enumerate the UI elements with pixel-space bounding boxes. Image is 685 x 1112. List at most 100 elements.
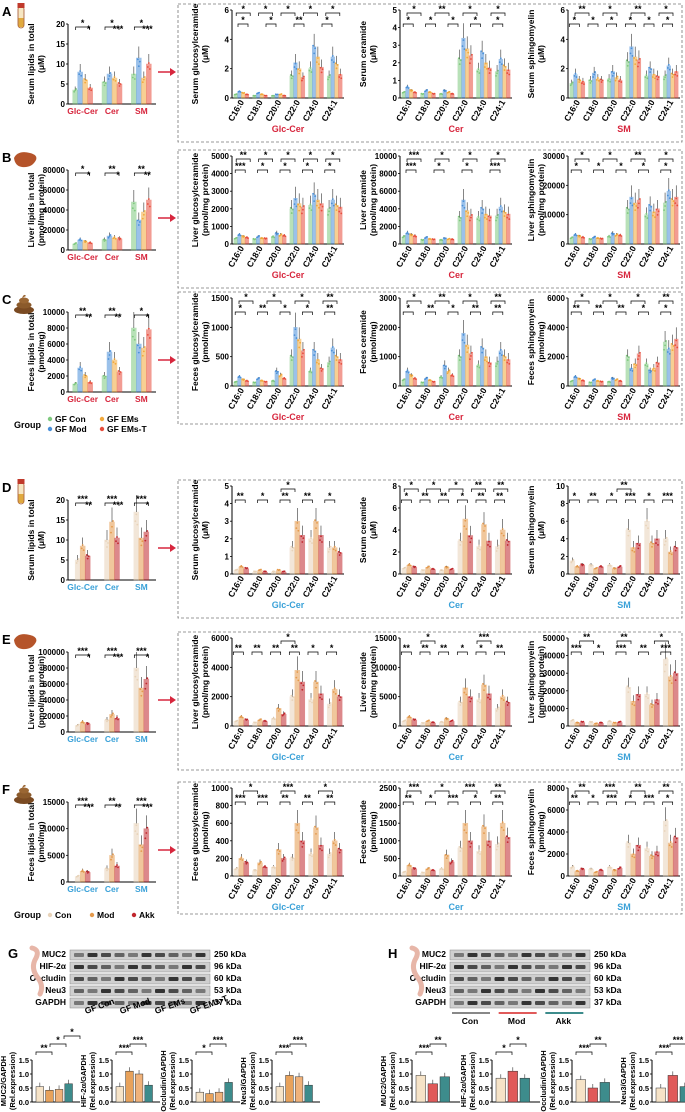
data-point — [451, 567, 454, 570]
bar — [289, 858, 296, 877]
data-point — [261, 237, 264, 240]
y-axis-label: Feces ceramide(pmol/mg) — [358, 800, 378, 864]
data-point — [637, 849, 640, 852]
sig-bracket — [456, 651, 468, 655]
sig-mark: ** — [438, 4, 446, 14]
sig-bracket — [289, 1043, 307, 1047]
data-point — [644, 215, 647, 218]
data-point — [426, 235, 429, 238]
data-point — [637, 547, 640, 550]
sig-bracket — [251, 651, 263, 655]
bar — [430, 569, 436, 575]
data-point — [497, 842, 500, 845]
data-point — [336, 356, 339, 359]
y-tick-label: 0.0 — [399, 1098, 409, 1107]
x-tick-label: C22:0 — [450, 726, 470, 751]
data-point — [612, 72, 615, 75]
sig-bracket — [658, 790, 674, 794]
data-point — [147, 62, 150, 64]
data-point — [594, 235, 597, 238]
bar — [87, 382, 93, 393]
bar — [133, 667, 140, 733]
label-line: (pmol/mg protein) — [368, 646, 378, 718]
y-tick-label: 4 — [393, 526, 398, 535]
legend-label: Mod — [97, 910, 114, 920]
bar — [79, 871, 86, 883]
data-point — [497, 69, 499, 72]
sig-mark: *** — [673, 1035, 684, 1045]
label-line: Serum lipids in total — [26, 23, 36, 104]
data-point — [452, 375, 455, 378]
sub-panel-box — [177, 479, 683, 619]
data-point — [433, 92, 436, 95]
sig-mark: * — [283, 161, 287, 171]
data-point — [480, 206, 483, 209]
bar — [507, 1070, 518, 1103]
bar — [462, 687, 469, 727]
data-point — [111, 714, 113, 717]
protein-label: HIF-2α — [40, 961, 67, 971]
bar — [338, 206, 343, 245]
data-point — [639, 57, 641, 60]
data-point — [78, 368, 81, 371]
data-point — [114, 80, 117, 82]
data-point — [459, 217, 462, 219]
label-line: Liver sphingomyelin — [526, 641, 536, 724]
data-point — [675, 837, 678, 840]
legend-label: GF Con — [55, 414, 86, 424]
bar — [244, 94, 250, 99]
sig-bracket — [279, 499, 291, 503]
data-point — [478, 544, 480, 547]
label-line: MUC2/GAPDH — [379, 1056, 388, 1106]
y-axis-label: Feces sphingomyelin(pmol/mg) — [526, 299, 546, 385]
data-point — [647, 697, 649, 699]
bar — [593, 723, 599, 727]
bar — [494, 844, 501, 877]
data-point — [485, 360, 488, 363]
bar — [486, 840, 492, 877]
bar — [263, 382, 268, 387]
data-point — [635, 364, 638, 367]
data-point — [665, 74, 667, 76]
data-point — [481, 212, 484, 214]
y-tick-label: 0.5 — [179, 1084, 189, 1093]
x-tick-label: Cer — [105, 734, 120, 744]
data-point — [482, 522, 484, 525]
y-tick-label: 6000 — [547, 294, 565, 303]
data-point — [243, 91, 246, 94]
y-tick-label: 0 — [61, 100, 66, 109]
data-point — [80, 74, 83, 77]
y-tick-label: 200 — [216, 854, 230, 863]
data-point — [504, 356, 507, 359]
sig-bracket — [575, 1051, 593, 1055]
sig-mark: * — [647, 491, 651, 501]
data-point — [458, 359, 461, 361]
bar — [138, 537, 145, 581]
blot-band — [101, 965, 111, 969]
data-point — [327, 365, 329, 368]
data-point — [328, 362, 330, 365]
blot-band — [195, 989, 206, 993]
bar — [465, 48, 470, 99]
data-point — [457, 57, 460, 60]
sig-bracket — [495, 1051, 513, 1055]
sig-mark: *** — [605, 782, 616, 792]
data-point — [107, 719, 109, 722]
sig-mark: ** — [237, 491, 245, 501]
bar — [648, 371, 653, 387]
data-point — [319, 66, 322, 69]
data-point — [293, 203, 296, 206]
data-point — [327, 706, 330, 709]
sig-mark: ** — [403, 643, 411, 653]
data-point — [319, 203, 322, 206]
data-point — [502, 210, 505, 213]
bar — [625, 61, 630, 99]
sig-mark: *** — [606, 793, 617, 803]
sig-bracket — [234, 499, 246, 503]
y-tick-label: 0 — [561, 94, 566, 103]
x-tick-label: C24:0 — [468, 244, 488, 269]
data-point — [498, 208, 501, 211]
data-point — [459, 356, 462, 359]
data-point — [87, 870, 90, 873]
